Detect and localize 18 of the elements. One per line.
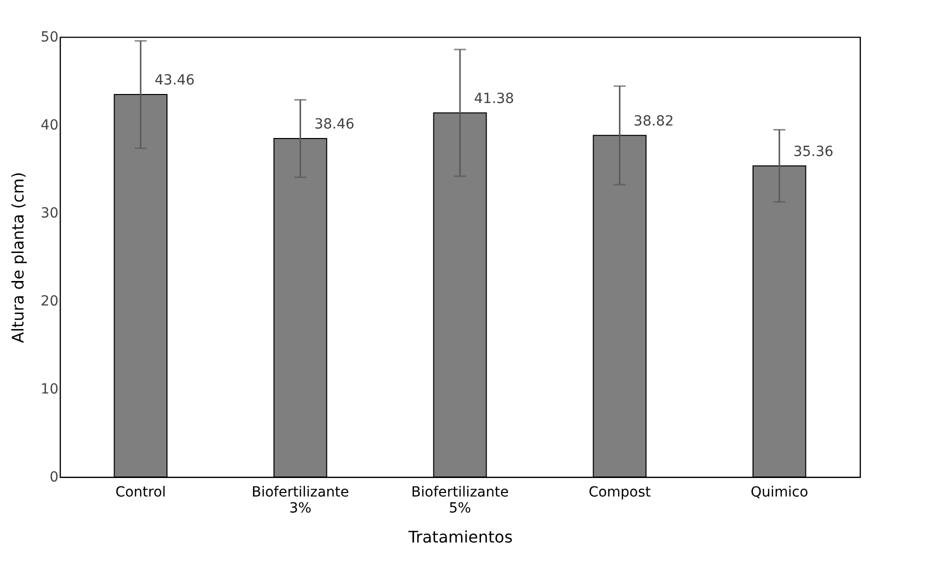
y-tick-label: 10	[40, 382, 58, 398]
data-label: 38.46	[314, 116, 354, 133]
data-label: 41.38	[474, 90, 514, 107]
x-tick-label: Compost	[588, 484, 652, 500]
y-axis-title: Altura de planta (cm)	[8, 172, 28, 343]
x-tick-label: Control	[115, 484, 166, 500]
data-label: 38.82	[634, 113, 674, 130]
x-tick-label: Biofertilizante 3%	[252, 484, 350, 516]
x-tick-label: Biofertilizante 5%	[411, 484, 509, 516]
y-tick-label: 0	[50, 470, 58, 486]
data-label: 35.36	[793, 144, 834, 160]
y-tick-label: 40	[40, 118, 58, 134]
x-axis-title: Tratamientos	[407, 528, 513, 546]
y-tick-label: 20	[40, 294, 58, 310]
x-tick-label: Quimico	[750, 484, 808, 500]
y-tick-label: 30	[40, 206, 58, 222]
y-tick-label: 50	[40, 30, 58, 46]
data-label: 43.46	[154, 72, 195, 89]
